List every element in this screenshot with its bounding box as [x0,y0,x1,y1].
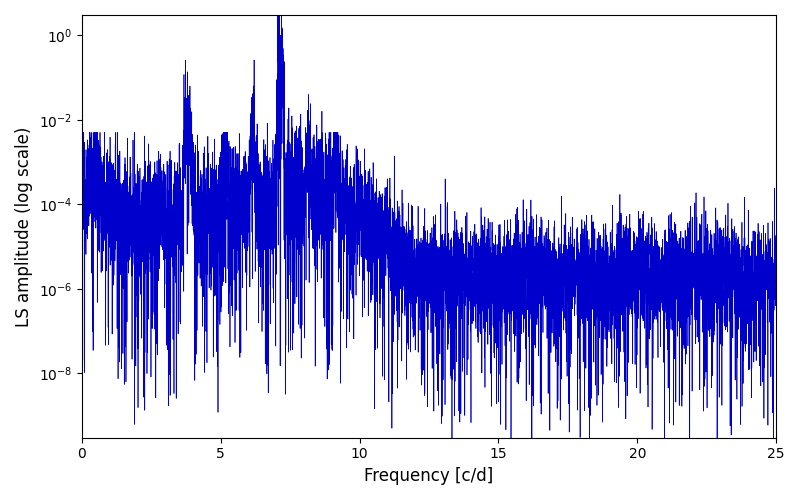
X-axis label: Frequency [c/d]: Frequency [c/d] [364,467,494,485]
Y-axis label: LS amplitude (log scale): LS amplitude (log scale) [15,126,33,326]
